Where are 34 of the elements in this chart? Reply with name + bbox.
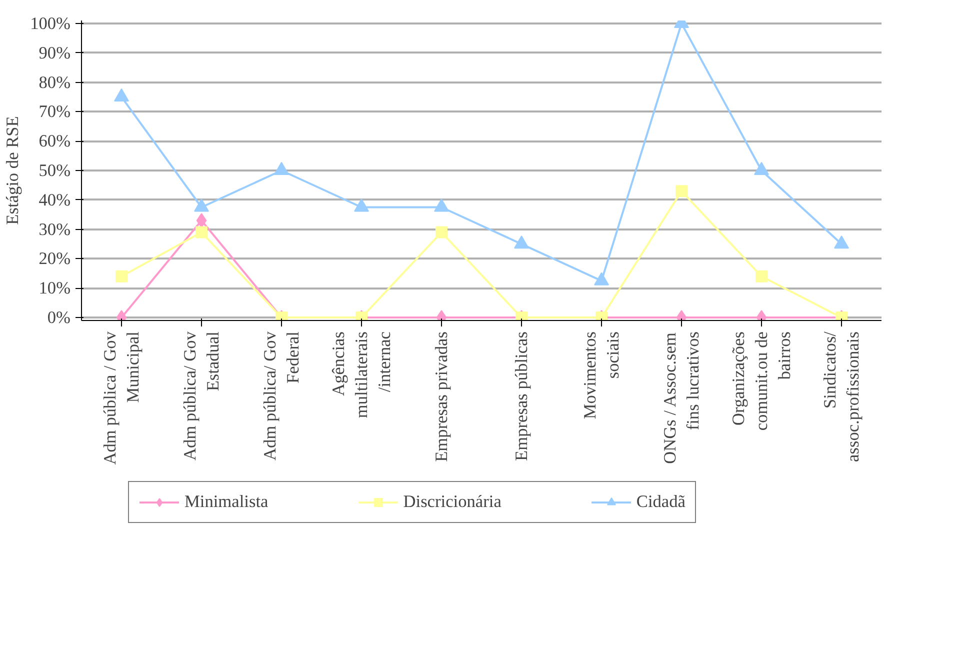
x-tick-label: Adm pública/ Gov Estadual — [180, 331, 222, 460]
legend-label: Cidadã — [636, 492, 686, 512]
x-tick-label: ONGs / Assoc.sem fins lucrativos — [660, 331, 702, 464]
y-tick-label: 80% — [38, 72, 71, 92]
y-tick-label: 90% — [38, 43, 71, 62]
y-tick-label: 0% — [47, 308, 71, 328]
y-axis-title: Estágio de RSE — [3, 116, 22, 225]
point — [194, 198, 209, 212]
y-tick-label: 30% — [38, 220, 71, 239]
point — [834, 235, 849, 249]
point — [514, 235, 529, 249]
point — [114, 88, 129, 102]
y-tick-label: 50% — [38, 161, 71, 180]
x-tick-label: Organizações comunit.ou de bairros — [729, 331, 794, 431]
y-tick-label: 70% — [38, 102, 71, 122]
point — [594, 272, 609, 286]
x-tick-label: Adm pública/ Gov Federal — [260, 331, 302, 460]
y-tick-label: 40% — [38, 190, 71, 210]
point — [434, 198, 449, 212]
point — [754, 162, 769, 176]
point — [274, 162, 289, 176]
x-tick-label: Empresas privadas — [432, 331, 451, 462]
x-tick-label: Agências multilaterais /internac — [329, 331, 394, 418]
x-tick-label: Adm pública / Gov Municipal — [100, 331, 142, 465]
x-tick-label: Sindicatos/ assoc.profissionais — [820, 331, 862, 462]
y-tick-label: 60% — [38, 132, 71, 151]
legend-label: Minimalista — [184, 492, 268, 512]
point — [354, 198, 369, 212]
legend-label: Discricionária — [403, 492, 502, 512]
x-tick-label: Empresas públicas — [512, 331, 531, 461]
y-tick-label: 10% — [38, 278, 71, 298]
y-tick-label: 20% — [38, 249, 71, 268]
x-tick-label: Movimentos sociais — [580, 331, 622, 420]
y-tick-label: 100% — [30, 14, 71, 33]
